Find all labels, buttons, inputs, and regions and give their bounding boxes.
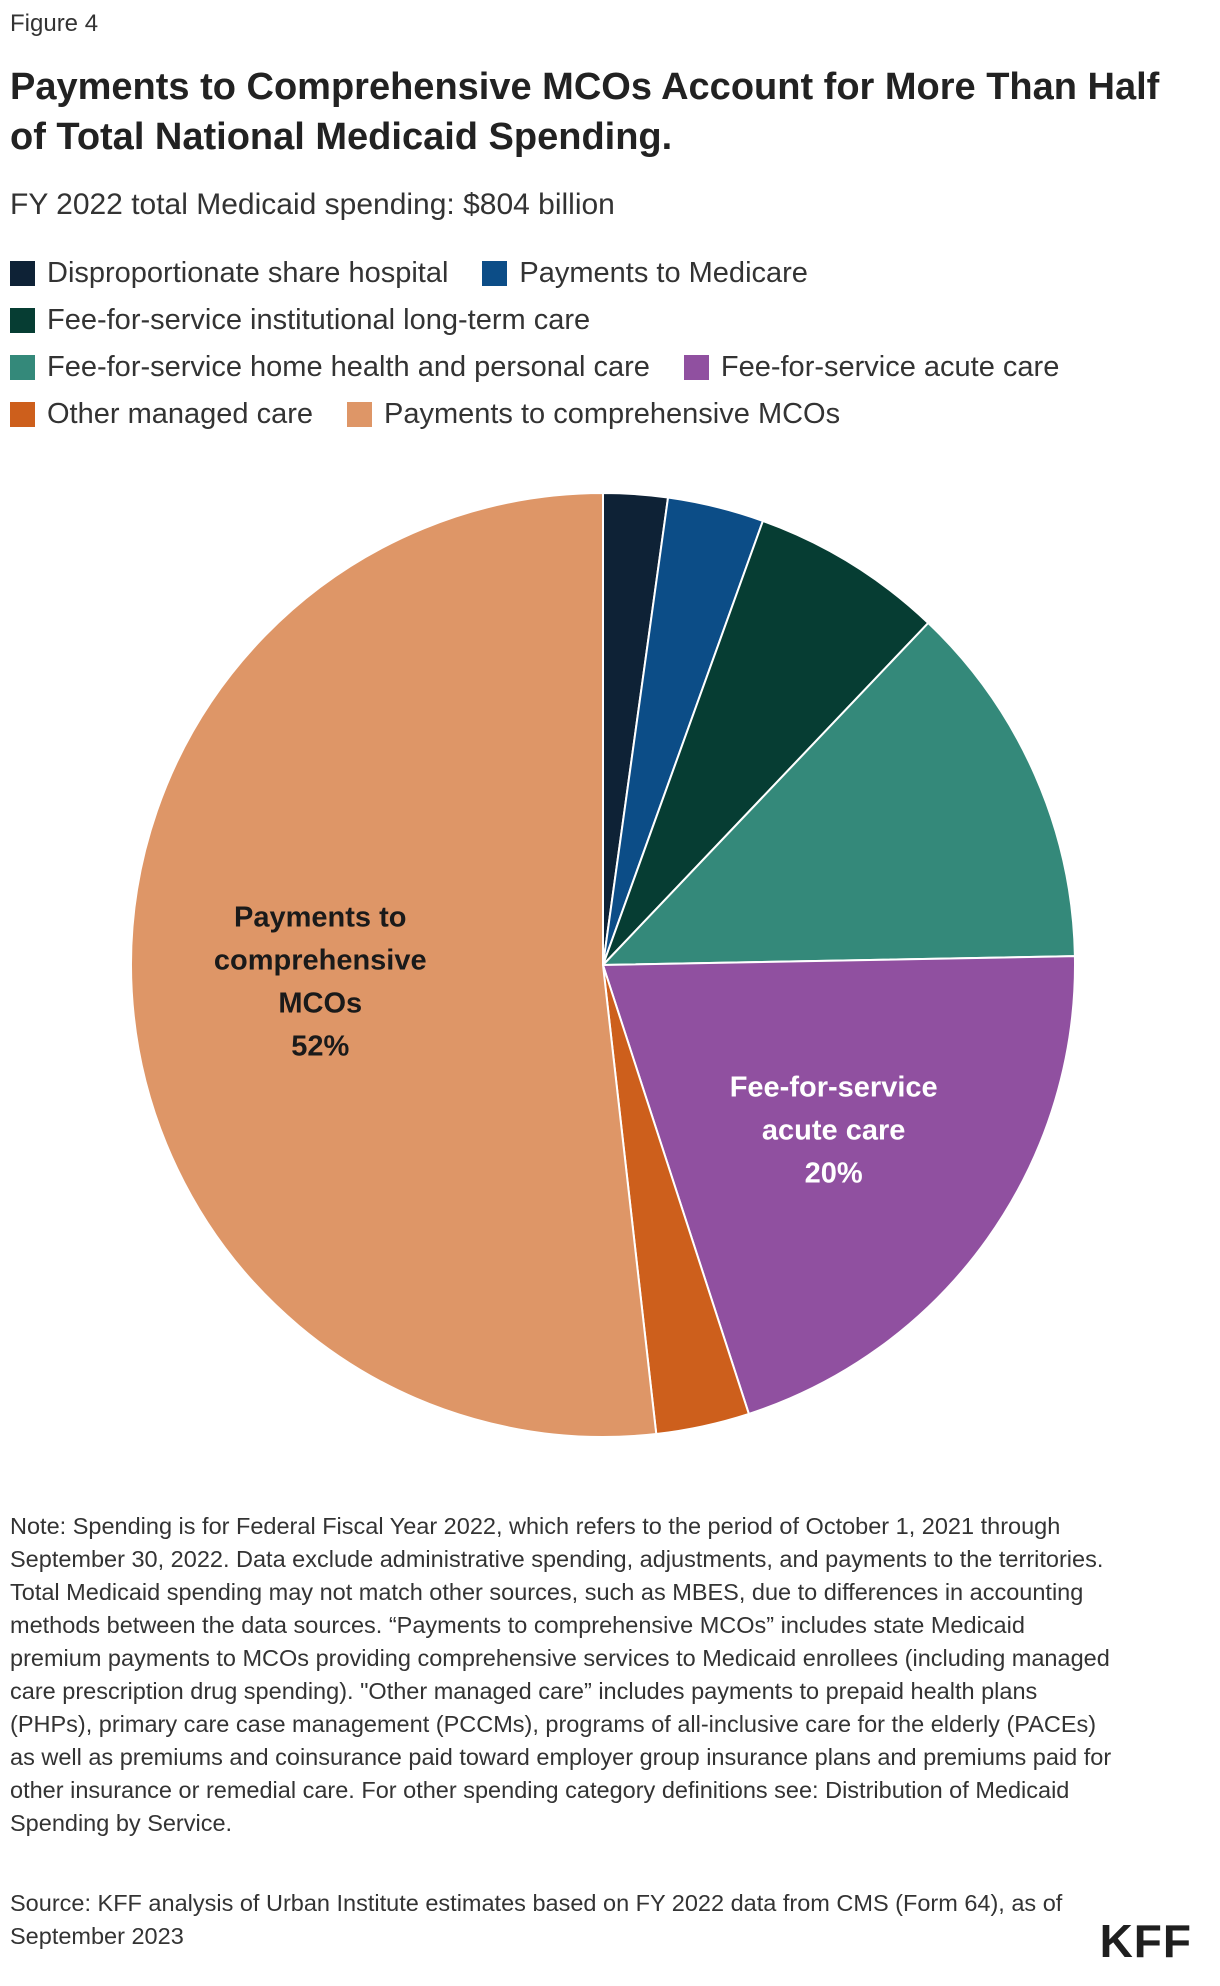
chart-subtitle: FY 2022 total Medicaid spending: $804 bi… bbox=[10, 188, 615, 221]
pie-slice bbox=[602, 519, 930, 966]
legend-row: Fee-for-service home health and personal… bbox=[10, 344, 1210, 391]
legend-swatch bbox=[10, 261, 35, 286]
slice-label: MCOs bbox=[278, 988, 362, 1020]
chart-title: Payments to Comprehensive MCOs Account f… bbox=[10, 66, 1160, 158]
legend-label: Fee-for-service acute care bbox=[720, 351, 1060, 383]
figure-label: Figure 4 bbox=[10, 10, 99, 37]
legend-swatch bbox=[683, 355, 709, 380]
legend-swatch bbox=[10, 402, 35, 427]
legend-item: Payments to comprehensive MCOs bbox=[346, 398, 841, 431]
legend-item: Disproportionate share hospital bbox=[10, 257, 448, 290]
slice-label: comprehensive bbox=[214, 945, 427, 977]
legend-label: Payments to comprehensive MCOs bbox=[383, 398, 841, 430]
pie-slice bbox=[130, 491, 658, 1438]
legend-item: Fee-for-service home health and personal… bbox=[10, 351, 650, 384]
pie-chart: Fee-for-service acute care 20% Payments to c… bbox=[0, 440, 1220, 1470]
pie-chart-svg: Fee-for-service acute care 20% Payments to c… bbox=[130, 491, 1076, 1438]
pie-slice bbox=[600, 621, 1076, 967]
legend-label: Fee-for-service home health and personal… bbox=[47, 351, 650, 383]
slice-label: Payments to bbox=[234, 902, 406, 934]
legend-row: Other managed care Payments to comprehens… bbox=[10, 391, 1210, 438]
slice-label: acute care bbox=[762, 1114, 906, 1146]
chart-legend: Disproportionate share hospital Payments … bbox=[10, 250, 1210, 438]
legend-label: Fee-for-service institutional long-term … bbox=[47, 304, 591, 336]
chart-source: Source: KFF analysis of Urban Institute … bbox=[10, 1890, 1063, 1949]
pie-slice bbox=[601, 955, 1076, 1416]
chart-note: Note: Spending is for Federal Fiscal Yea… bbox=[10, 1513, 1112, 1836]
legend-label: Other managed care bbox=[47, 398, 313, 430]
legend-item: Fee-for-service institutional long-term … bbox=[10, 304, 590, 337]
slice-label: 52% bbox=[291, 1031, 349, 1063]
kff-logo: KFF bbox=[1099, 1915, 1192, 1967]
legend-row: Disproportionate share hospital Payments … bbox=[10, 250, 1210, 297]
slice-label: 20% bbox=[805, 1157, 863, 1189]
legend-label: Disproportionate share hospital bbox=[47, 257, 449, 289]
legend-swatch bbox=[482, 261, 508, 286]
legend-row: Fee-for-service institutional long-term … bbox=[10, 297, 1210, 344]
slice-label: Fee-for-service bbox=[730, 1071, 938, 1103]
legend-item: Fee-for-service acute care bbox=[683, 351, 1060, 384]
legend-item: Payments to Medicare bbox=[482, 257, 808, 290]
legend-swatch bbox=[10, 355, 35, 380]
legend-item: Other managed care bbox=[10, 398, 313, 431]
legend-swatch bbox=[10, 308, 35, 333]
legend-label: Payments to Medicare bbox=[519, 257, 808, 289]
legend-swatch bbox=[346, 402, 372, 427]
